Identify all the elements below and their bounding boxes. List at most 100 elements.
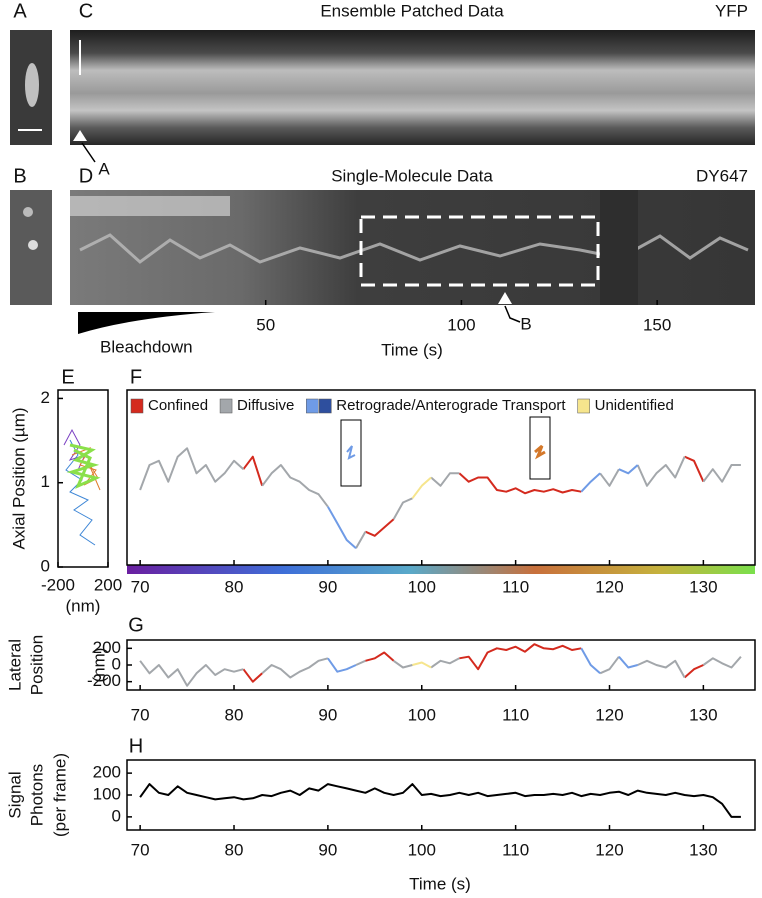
trajectory xyxy=(66,443,101,489)
channel-label: YFP xyxy=(715,1,748,20)
data-line xyxy=(242,643,704,683)
x-tick-label: 100 xyxy=(408,840,436,859)
legend-swatch xyxy=(219,398,233,414)
y-tick-label: 0 xyxy=(112,654,121,673)
trajectory xyxy=(65,439,96,546)
y-tick-label: 1 xyxy=(41,472,50,491)
x-tick-label: 100 xyxy=(408,577,436,596)
y-axis-label: Lateral xyxy=(5,639,24,691)
bleachdown-wedge xyxy=(78,312,215,334)
legend-swatch xyxy=(319,398,332,414)
panel-label: F xyxy=(130,366,142,388)
x-axis-label: Time (s) xyxy=(381,340,443,359)
x-tick-label: 130 xyxy=(689,840,717,859)
x-tick-label: 70 xyxy=(131,705,150,724)
legend-label: Diffusive xyxy=(237,397,294,414)
image-b-spot xyxy=(23,207,33,217)
channel-label: DY647 xyxy=(696,166,748,185)
data-line xyxy=(412,661,432,669)
plot-frame xyxy=(57,389,109,568)
kymograph-c xyxy=(70,30,755,145)
y-axis-label: Position xyxy=(27,635,46,695)
x-tick-label: 120 xyxy=(595,705,623,724)
x-tick-label: -200 xyxy=(41,575,75,594)
plot-frame xyxy=(126,389,756,566)
panel-label: A xyxy=(13,0,27,22)
legend-label: Retrograde/Anterograde Transport xyxy=(336,397,566,414)
legend-swatch xyxy=(577,398,590,414)
kymo-trace xyxy=(79,233,749,264)
x-tick-label: 120 xyxy=(595,577,623,596)
x-tick-label: 50 xyxy=(256,315,275,334)
data-line xyxy=(242,455,705,537)
x-tick-label: 90 xyxy=(318,577,337,596)
x-tick-label: 100 xyxy=(408,705,436,724)
data-line xyxy=(411,476,432,499)
annotation: Bleachdown xyxy=(100,337,193,356)
plot-frame xyxy=(126,639,756,691)
x-tick-label: 90 xyxy=(318,840,337,859)
x-axis-label: Time (s) xyxy=(409,874,471,893)
inset-trace xyxy=(346,445,356,460)
data-line xyxy=(139,656,742,687)
x-tick-label: 70 xyxy=(131,577,150,596)
y-tick-label: 200 xyxy=(93,638,121,657)
kymo-gap xyxy=(600,190,638,305)
legend-label: Unidentified xyxy=(595,397,674,414)
panel-title: Ensemble Patched Data xyxy=(320,1,504,20)
kymo-marker xyxy=(498,292,512,304)
y-tick-label: 2 xyxy=(41,388,50,407)
y-tick-label: 200 xyxy=(93,763,121,782)
y-tick-label: 0 xyxy=(112,806,121,825)
kymo-marker xyxy=(73,130,87,141)
panel-label: B xyxy=(13,165,26,187)
image-a-spot xyxy=(25,63,39,107)
data-line xyxy=(139,447,741,549)
x-tick-label: 120 xyxy=(595,840,623,859)
data-line xyxy=(327,647,638,675)
x-tick-label: 80 xyxy=(225,840,244,859)
x-tick-label: 110 xyxy=(502,577,529,596)
x-tick-label: 200 xyxy=(94,575,122,594)
panel-label: G xyxy=(128,614,144,636)
x-tick-label: 80 xyxy=(225,577,244,596)
time-colorbar xyxy=(127,565,755,574)
x-tick-label: 90 xyxy=(318,705,337,724)
legend-swatch xyxy=(306,398,319,414)
y-axis-label: (per frame) xyxy=(50,753,69,837)
x-tick-label: 110 xyxy=(502,705,529,724)
panel-label: H xyxy=(129,735,143,757)
marker-label: B xyxy=(520,314,531,333)
kymo-band xyxy=(70,196,230,216)
x-tick-label: 130 xyxy=(689,705,717,724)
x-tick-label: 80 xyxy=(225,705,244,724)
panel-label: E xyxy=(61,366,74,388)
image-b-spot xyxy=(28,240,38,250)
marker-label: A xyxy=(98,159,110,178)
legend-label: Confined xyxy=(148,397,208,414)
panel-label: C xyxy=(79,0,93,22)
data-line xyxy=(139,783,741,818)
x-tick-label: 100 xyxy=(447,315,475,334)
panel-label: D xyxy=(79,165,93,187)
y-axis-label: Axial Position (µm) xyxy=(9,407,28,549)
y-tick-label: 0 xyxy=(41,556,50,575)
x-tick-label: 130 xyxy=(689,577,717,596)
inset-trace xyxy=(534,444,546,460)
x-tick-label: 110 xyxy=(502,840,529,859)
y-axis-label: (nm) xyxy=(89,648,108,683)
data-line xyxy=(327,464,639,550)
y-axis-label: Photons xyxy=(27,764,46,826)
zoom-box xyxy=(359,215,600,287)
x-axis-label: (nm) xyxy=(66,596,101,615)
panel-title: Single-Molecule Data xyxy=(331,166,493,185)
marker-leader xyxy=(504,305,521,323)
x-tick-label: 150 xyxy=(643,315,671,334)
y-axis-label: Signal xyxy=(5,771,24,818)
marker-leader xyxy=(81,142,96,163)
y-tick-label: -200 xyxy=(87,671,121,690)
x-tick-label: 70 xyxy=(131,840,150,859)
legend-swatch xyxy=(130,398,144,414)
